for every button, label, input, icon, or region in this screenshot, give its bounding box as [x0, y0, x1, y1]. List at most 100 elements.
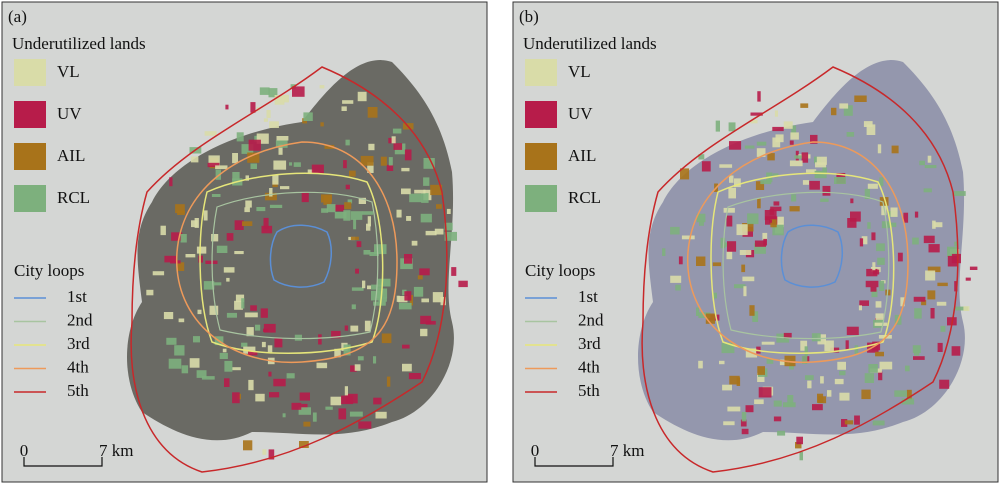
- land-patch: [226, 312, 237, 318]
- land-patch: [805, 375, 814, 380]
- land-patch: [419, 268, 430, 276]
- land-patch: [232, 172, 240, 180]
- land-patch: [875, 301, 882, 308]
- land-patch: [727, 241, 737, 252]
- land-patch: [219, 352, 228, 359]
- land-patch: [760, 179, 772, 185]
- land-patch: [318, 334, 322, 345]
- loops-title: City loops: [14, 261, 84, 280]
- land-patch: [769, 208, 774, 215]
- land-patch: [166, 337, 177, 345]
- land-patch: [741, 428, 749, 435]
- land-patch: [871, 289, 878, 298]
- land-patch: [754, 399, 764, 405]
- land-patch: [350, 236, 359, 241]
- land-patch: [408, 373, 421, 380]
- land-patch: [293, 162, 301, 167]
- land-patch: [675, 284, 681, 291]
- land-patch: [963, 306, 970, 311]
- land-patch: [350, 365, 357, 372]
- land-patch: [841, 419, 848, 427]
- land-patch: [241, 144, 254, 154]
- land-patch: [901, 398, 915, 405]
- land-patch: [719, 164, 733, 168]
- land-patch: [789, 140, 794, 145]
- legend-swatch: [525, 59, 557, 86]
- legend-title: Underutilized lands: [12, 34, 146, 53]
- land-patch: [864, 373, 874, 383]
- land-patch: [375, 411, 387, 419]
- land-patch: [815, 162, 827, 168]
- land-patch: [816, 156, 827, 165]
- land-patch: [417, 275, 423, 280]
- land-patch: [820, 198, 829, 202]
- legend-swatch: [14, 59, 46, 86]
- land-patch: [863, 121, 873, 127]
- land-patch: [834, 177, 846, 184]
- land-patch: [245, 200, 252, 208]
- land-patch: [965, 277, 971, 281]
- land-patch: [331, 330, 341, 339]
- land-patch: [164, 255, 177, 263]
- land-patch: [347, 199, 353, 204]
- land-patch: [402, 344, 410, 349]
- land-patch: [940, 325, 946, 332]
- land-patch: [879, 197, 889, 206]
- land-patch: [839, 103, 849, 109]
- land-patch: [283, 94, 289, 103]
- land-patch: [771, 216, 784, 228]
- land-patch: [261, 341, 266, 348]
- land-patch: [897, 252, 903, 262]
- land-patch: [847, 218, 857, 228]
- land-patch: [345, 184, 350, 190]
- land-patch: [939, 379, 950, 389]
- land-patch: [294, 334, 302, 341]
- land-patch: [404, 254, 413, 264]
- land-patch: [752, 311, 759, 322]
- land-patch: [699, 220, 704, 226]
- loop-label: 3rd: [578, 334, 601, 353]
- land-patch: [196, 246, 207, 254]
- legend-label: VL: [568, 62, 591, 81]
- legend-swatch: [14, 101, 46, 128]
- land-patch: [241, 342, 248, 347]
- land-patch: [913, 296, 926, 302]
- land-patch: [758, 387, 772, 398]
- land-patch: [846, 326, 859, 335]
- land-patch: [870, 287, 877, 292]
- land-patch: [954, 191, 966, 196]
- land-patch: [755, 181, 765, 190]
- land-patch: [728, 122, 736, 132]
- land-patch: [772, 173, 779, 178]
- land-patch: [696, 213, 706, 223]
- land-patch: [777, 430, 786, 436]
- land-patch: [791, 194, 797, 202]
- land-patch: [269, 121, 279, 128]
- city-loop: [722, 191, 890, 340]
- land-patch: [734, 178, 741, 188]
- city-loop: [269, 224, 332, 288]
- land-patch: [413, 286, 424, 297]
- land-patch: [393, 143, 403, 150]
- land-patch: [794, 155, 802, 159]
- land-patch: [701, 161, 711, 172]
- land-patch: [662, 248, 666, 256]
- loop-label: 1st: [67, 287, 87, 306]
- land-patch: [720, 237, 726, 249]
- land-patch: [670, 275, 682, 283]
- land-patch: [928, 244, 940, 253]
- land-patch: [903, 212, 909, 223]
- land-patch: [364, 320, 371, 332]
- land-patch: [799, 451, 803, 461]
- land-patch: [434, 228, 444, 235]
- land-patch: [923, 235, 935, 244]
- legend-label: VL: [57, 62, 80, 81]
- land-patch: [280, 186, 290, 190]
- land-patch: [311, 164, 324, 174]
- land-patch: [791, 125, 797, 136]
- land-patch: [806, 169, 817, 173]
- land-patch: [933, 222, 943, 228]
- land-patch: [334, 348, 341, 358]
- land-patch: [203, 210, 208, 221]
- land-patch: [146, 289, 154, 296]
